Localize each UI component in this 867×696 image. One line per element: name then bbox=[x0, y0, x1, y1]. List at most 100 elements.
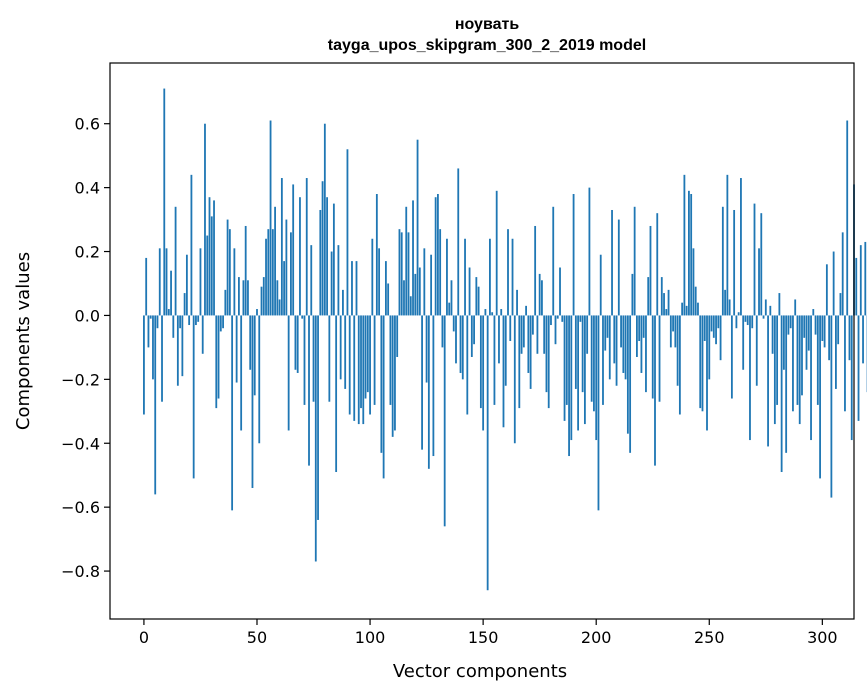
bar-105 bbox=[380, 315, 383, 453]
bar-169 bbox=[525, 305, 527, 316]
bar-249 bbox=[706, 315, 708, 431]
bar-236 bbox=[676, 315, 679, 386]
bar-64 bbox=[287, 315, 290, 431]
bar-62 bbox=[283, 261, 286, 316]
bar-218 bbox=[636, 315, 638, 357]
bar-150 bbox=[482, 315, 485, 431]
bar-237 bbox=[678, 315, 681, 415]
bar-170 bbox=[527, 315, 530, 373]
bar-68 bbox=[296, 315, 299, 373]
bar-264 bbox=[740, 178, 742, 316]
bar-286 bbox=[789, 315, 792, 329]
bar-34 bbox=[219, 315, 222, 332]
bar-202 bbox=[599, 254, 602, 316]
bar-308 bbox=[839, 293, 842, 316]
bar-21 bbox=[190, 174, 193, 316]
bar-226 bbox=[654, 315, 656, 466]
y-tick-label: −0.4 bbox=[61, 434, 100, 453]
bar-229 bbox=[660, 277, 663, 316]
bar-33 bbox=[217, 315, 220, 399]
bar-181 bbox=[552, 206, 555, 316]
bar-201 bbox=[597, 315, 600, 511]
bar-106 bbox=[382, 315, 385, 479]
bar-159 bbox=[502, 315, 505, 428]
bar-138 bbox=[455, 315, 457, 364]
bar-73 bbox=[308, 315, 310, 466]
bar-188 bbox=[568, 315, 570, 457]
bar-55 bbox=[267, 229, 270, 316]
y-tick-label: 0.2 bbox=[75, 243, 100, 262]
bar-32 bbox=[215, 315, 218, 409]
bar-183 bbox=[556, 315, 559, 319]
bar-247 bbox=[701, 315, 704, 412]
bar-47 bbox=[249, 315, 252, 370]
bar-185 bbox=[561, 315, 564, 322]
bar-281 bbox=[778, 293, 781, 316]
bar-206 bbox=[608, 315, 611, 380]
y-tick-label: −0.8 bbox=[61, 562, 100, 581]
bar-61 bbox=[280, 178, 283, 316]
bar-41 bbox=[235, 315, 238, 383]
bar-192 bbox=[577, 315, 580, 431]
bar-119 bbox=[412, 200, 414, 316]
bar-152 bbox=[486, 315, 489, 591]
bar-282 bbox=[780, 315, 783, 473]
bar-72 bbox=[305, 178, 308, 316]
bar-258 bbox=[726, 174, 729, 316]
bar-63 bbox=[285, 219, 288, 316]
bar-81 bbox=[326, 197, 328, 316]
bar-96 bbox=[360, 315, 362, 409]
bar-295 bbox=[810, 315, 812, 441]
bar-145 bbox=[470, 315, 473, 357]
bar-2 bbox=[147, 315, 150, 348]
bar-221 bbox=[642, 315, 645, 338]
bar-122 bbox=[418, 267, 421, 316]
bar-195 bbox=[583, 315, 586, 425]
bar-298 bbox=[816, 315, 819, 405]
bar-59 bbox=[276, 280, 279, 316]
bar-232 bbox=[667, 289, 670, 316]
bar-316 bbox=[857, 315, 860, 421]
bar-198 bbox=[590, 315, 593, 402]
bar-288 bbox=[794, 299, 797, 316]
bar-292 bbox=[803, 315, 806, 338]
bar-1 bbox=[145, 257, 148, 316]
bar-182 bbox=[554, 315, 557, 345]
x-tick-label: 50 bbox=[247, 628, 267, 647]
bar-212 bbox=[622, 315, 625, 373]
bar-53 bbox=[262, 277, 265, 316]
bar-43 bbox=[240, 315, 243, 431]
bar-289 bbox=[796, 315, 799, 405]
bar-168 bbox=[522, 315, 525, 348]
bar-272 bbox=[758, 248, 760, 316]
bar-98 bbox=[364, 315, 367, 399]
bar-227 bbox=[656, 213, 659, 316]
bar-56 bbox=[269, 120, 272, 316]
bar-3 bbox=[149, 315, 152, 319]
bar-77 bbox=[317, 315, 319, 520]
bar-132 bbox=[441, 315, 444, 348]
bar-167 bbox=[520, 315, 523, 354]
bar-135 bbox=[448, 302, 451, 316]
bar-67 bbox=[294, 315, 297, 370]
bar-231 bbox=[665, 309, 668, 316]
bar-193 bbox=[579, 315, 582, 322]
bar-93 bbox=[353, 315, 356, 421]
bar-50 bbox=[256, 309, 258, 316]
bar-190 bbox=[572, 194, 575, 316]
bar-219 bbox=[638, 315, 641, 341]
bar-191 bbox=[574, 315, 577, 389]
bar-146 bbox=[473, 315, 475, 345]
bar-51 bbox=[258, 315, 261, 444]
bar-239 bbox=[683, 174, 686, 316]
bar-87 bbox=[339, 315, 342, 380]
bar-283 bbox=[782, 315, 785, 370]
bar-38 bbox=[228, 229, 231, 316]
x-tick-label: 250 bbox=[694, 628, 725, 647]
bar-217 bbox=[633, 206, 636, 316]
bar-12 bbox=[170, 270, 172, 316]
bar-115 bbox=[403, 280, 405, 316]
x-tick-label: 100 bbox=[355, 628, 386, 647]
bar-304 bbox=[830, 315, 833, 498]
bar-46 bbox=[247, 280, 249, 316]
